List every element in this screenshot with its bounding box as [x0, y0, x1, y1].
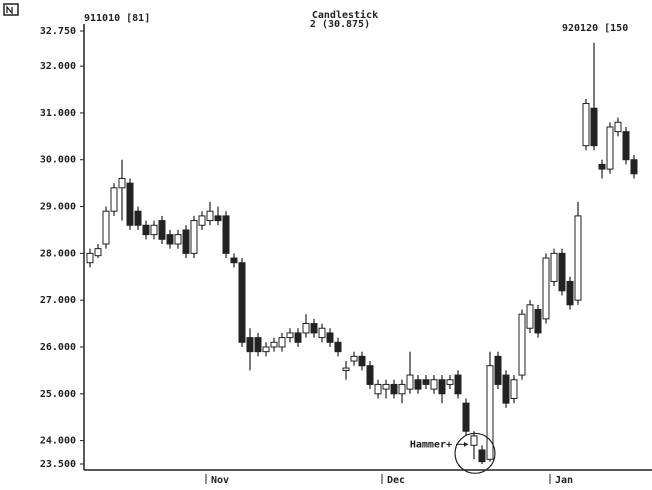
- candle-body: [286, 332, 294, 339]
- y-tick-label: 25.000: [40, 389, 76, 400]
- candle-body: [446, 379, 454, 385]
- annotation-circle: [454, 432, 496, 474]
- candle-body: [358, 355, 366, 367]
- candle-body: [102, 210, 110, 245]
- candle-body: [430, 379, 438, 390]
- candle-body: [350, 355, 358, 362]
- candle-body: [622, 131, 630, 161]
- y-tick-label: 23.500: [40, 459, 76, 470]
- candle-body: [302, 323, 310, 334]
- candle-body: [382, 383, 390, 390]
- x-tick-label: Nov: [211, 475, 229, 486]
- right-label: 920120 [150: [562, 23, 628, 34]
- candle-body: [206, 210, 214, 222]
- candle-body: [246, 337, 254, 353]
- candle-body: [254, 337, 262, 353]
- candle-body: [406, 374, 414, 390]
- y-tick-label: 32.750: [40, 26, 76, 37]
- candle-body: [366, 365, 374, 385]
- candle-body: [534, 309, 542, 334]
- candle-body: [542, 257, 550, 320]
- candle-body: [550, 252, 558, 282]
- candle-body: [142, 224, 150, 236]
- candle-body: [462, 402, 470, 432]
- candle-body: [398, 383, 406, 395]
- candle-body: [486, 365, 494, 460]
- chart-subtitle: 2 (30.875): [310, 19, 370, 30]
- candle-body: [294, 332, 302, 343]
- candle-body: [166, 234, 174, 245]
- annotation: Hammer+: [410, 439, 452, 450]
- candle-body: [470, 435, 478, 446]
- y-tick-label: 27.000: [40, 295, 76, 306]
- candle-body: [558, 252, 566, 292]
- candle-body: [134, 210, 142, 226]
- annotation-arrowhead: [464, 441, 468, 447]
- candle-body: [630, 159, 638, 175]
- chart-title: Candlestick: [312, 9, 378, 21]
- y-tick-label: 24.000: [40, 436, 76, 447]
- logo: [3, 3, 19, 16]
- candle-body: [118, 177, 126, 189]
- candle-body: [582, 103, 590, 147]
- candle-body: [502, 374, 510, 404]
- candle-body: [438, 379, 446, 395]
- candle-body: [110, 187, 118, 212]
- candle-body: [174, 234, 182, 245]
- candle-body: [374, 383, 382, 395]
- x-tick-label: Dec: [387, 475, 405, 486]
- candle-body: [454, 374, 462, 395]
- candle-body: [214, 215, 222, 222]
- y-tick-label: 26.000: [40, 342, 76, 353]
- candle-body: [574, 215, 582, 301]
- candle-body: [510, 379, 518, 399]
- candle-body: [390, 383, 398, 395]
- candle-body: [342, 367, 350, 371]
- candle-body: [182, 229, 190, 254]
- candle-body: [614, 121, 622, 133]
- candle-body: [230, 257, 238, 264]
- candle-body: [422, 379, 430, 385]
- candle-body: [478, 449, 486, 463]
- candle-body: [190, 220, 198, 254]
- y-tick-label: 30.000: [40, 155, 76, 166]
- candle-body: [310, 323, 318, 334]
- y-tick-label: 29.000: [40, 202, 76, 213]
- candle-body: [518, 313, 526, 376]
- candle-body: [334, 341, 342, 353]
- candle-body: [126, 182, 134, 226]
- candle-body: [158, 220, 166, 240]
- candle-body: [494, 355, 502, 385]
- candle-body: [238, 262, 246, 343]
- candle-body: [94, 248, 102, 257]
- candle-body: [150, 224, 158, 236]
- candle-body: [318, 327, 326, 339]
- y-tick-label: 28.000: [40, 248, 76, 259]
- candle-body: [590, 107, 598, 147]
- candle-body: [222, 215, 230, 254]
- candle-body: [270, 341, 278, 348]
- candle-body: [566, 280, 574, 306]
- y-tick-label: 31.000: [40, 108, 76, 119]
- y-tick-label: 32.000: [40, 61, 76, 72]
- candle-body: [598, 163, 606, 170]
- x-tick-label: Jan: [555, 475, 573, 486]
- candle-body: [198, 215, 206, 226]
- candle-body: [262, 346, 270, 353]
- candle-body: [606, 126, 614, 170]
- candle-body: [526, 304, 534, 329]
- candle-body: [86, 252, 94, 264]
- left-label: 911010 [81]: [84, 13, 150, 24]
- candle-body: [326, 332, 334, 343]
- candle-body: [278, 337, 286, 348]
- candle-body: [414, 379, 422, 390]
